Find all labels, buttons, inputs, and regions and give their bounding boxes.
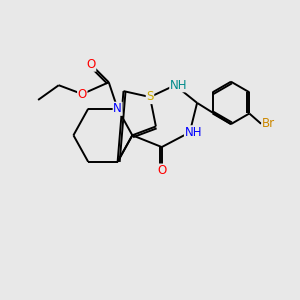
Text: O: O [157, 164, 167, 177]
Text: O: O [86, 58, 96, 71]
Text: Br: Br [262, 117, 275, 130]
Text: S: S [146, 91, 154, 103]
Text: O: O [78, 88, 87, 100]
Text: NH: NH [170, 79, 187, 92]
Text: N: N [113, 102, 122, 115]
Text: NH: NH [184, 126, 202, 139]
